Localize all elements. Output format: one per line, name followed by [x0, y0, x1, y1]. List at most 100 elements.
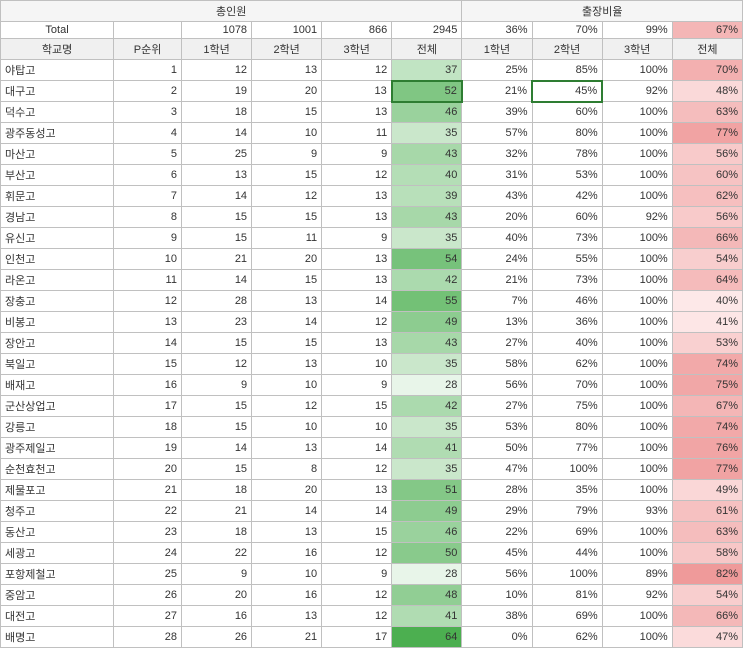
cell-rank: 19 [114, 438, 182, 459]
cell-p1: 29% [462, 501, 532, 522]
cell-rank: 21 [114, 480, 182, 501]
cell-rank: 26 [114, 585, 182, 606]
cell-g2: 14 [252, 312, 322, 333]
col-school: 학교명 [1, 39, 114, 60]
cell-g2: 21 [252, 627, 322, 648]
cell-school: 세광고 [1, 543, 114, 564]
cell-school: 강릉고 [1, 417, 114, 438]
cell-pt: 64% [672, 270, 742, 291]
cell-p3: 92% [602, 207, 672, 228]
cell-school: 라온고 [1, 270, 114, 291]
cell-rank: 6 [114, 165, 182, 186]
cell-pt: 56% [672, 144, 742, 165]
cell-p1: 21% [462, 270, 532, 291]
cell-school: 배재고 [1, 375, 114, 396]
cell-rank: 12 [114, 291, 182, 312]
header-group2: 출장비율 [462, 1, 743, 22]
cell-p2: 42% [532, 186, 602, 207]
total-g3: 866 [322, 22, 392, 39]
cell-g3: 15 [322, 396, 392, 417]
cell-p2: 75% [532, 396, 602, 417]
cell-pt: 66% [672, 228, 742, 249]
cell-p1: 28% [462, 480, 532, 501]
cell-p3: 100% [602, 123, 672, 144]
cell-g1: 9 [181, 375, 251, 396]
cell-pt: 40% [672, 291, 742, 312]
cell-school: 경남고 [1, 207, 114, 228]
cell-g1: 18 [181, 102, 251, 123]
cell-g2: 14 [252, 501, 322, 522]
cell-g3: 14 [322, 438, 392, 459]
cell-g2: 10 [252, 375, 322, 396]
cell-p2: 60% [532, 207, 602, 228]
cell-p1: 22% [462, 522, 532, 543]
cell-pt: 67% [672, 396, 742, 417]
cell-g1: 16 [181, 606, 251, 627]
cell-pt: 63% [672, 522, 742, 543]
cell-g2: 20 [252, 81, 322, 102]
cell-school: 군산상업고 [1, 396, 114, 417]
cell-school: 제물포고 [1, 480, 114, 501]
cell-rank: 10 [114, 249, 182, 270]
cell-p2: 62% [532, 627, 602, 648]
cell-p1: 39% [462, 102, 532, 123]
cell-p3: 93% [602, 501, 672, 522]
cell-g1: 15 [181, 333, 251, 354]
col-pt: 전체 [672, 39, 742, 60]
cell-school: 휘문고 [1, 186, 114, 207]
cell-gt: 35 [392, 417, 462, 438]
cell-p3: 100% [602, 333, 672, 354]
cell-p2: 69% [532, 606, 602, 627]
cell-g2: 13 [252, 60, 322, 81]
cell-p3: 100% [602, 606, 672, 627]
cell-g2: 20 [252, 480, 322, 501]
table-row: 장안고141515134327%40%100%53% [1, 333, 743, 354]
cell-gt: 49 [392, 501, 462, 522]
cell-g2: 15 [252, 102, 322, 123]
cell-p3: 100% [602, 375, 672, 396]
cell-rank: 16 [114, 375, 182, 396]
cell-g1: 25 [181, 144, 251, 165]
cell-g3: 10 [322, 417, 392, 438]
cell-rank: 3 [114, 102, 182, 123]
cell-p1: 10% [462, 585, 532, 606]
cell-rank: 15 [114, 354, 182, 375]
table-row: 경남고81515134320%60%92%56% [1, 207, 743, 228]
table-row: 대전고271613124138%69%100%66% [1, 606, 743, 627]
cell-g1: 19 [181, 81, 251, 102]
cell-g3: 9 [322, 144, 392, 165]
cell-school: 순천효천고 [1, 459, 114, 480]
cell-g2: 15 [252, 207, 322, 228]
cell-rank: 17 [114, 396, 182, 417]
cell-p3: 100% [602, 165, 672, 186]
cell-school: 부산고 [1, 165, 114, 186]
cell-gt: 50 [392, 543, 462, 564]
cell-p1: 56% [462, 564, 532, 585]
cell-g3: 12 [322, 165, 392, 186]
cell-school: 대구고 [1, 81, 114, 102]
cell-p1: 20% [462, 207, 532, 228]
cell-pt: 66% [672, 606, 742, 627]
table-body: 야탑고11213123725%85%100%70%대구고21920135221%… [1, 60, 743, 648]
cell-rank: 28 [114, 627, 182, 648]
cell-school: 장안고 [1, 333, 114, 354]
cell-g1: 14 [181, 123, 251, 144]
cell-pt: 77% [672, 123, 742, 144]
cell-p3: 100% [602, 228, 672, 249]
cell-g2: 11 [252, 228, 322, 249]
cell-pt: 77% [672, 459, 742, 480]
cell-g3: 13 [322, 333, 392, 354]
table-row: 북일고151213103558%62%100%74% [1, 354, 743, 375]
cell-p2: 77% [532, 438, 602, 459]
cell-g3: 12 [322, 60, 392, 81]
cell-pt: 49% [672, 480, 742, 501]
cell-p2: 70% [532, 375, 602, 396]
cell-p2: 44% [532, 543, 602, 564]
col-rank: P순위 [114, 39, 182, 60]
cell-p2: 55% [532, 249, 602, 270]
cell-g2: 13 [252, 291, 322, 312]
cell-p3: 100% [602, 522, 672, 543]
cell-school: 인천고 [1, 249, 114, 270]
cell-pt: 41% [672, 312, 742, 333]
cell-g1: 22 [181, 543, 251, 564]
